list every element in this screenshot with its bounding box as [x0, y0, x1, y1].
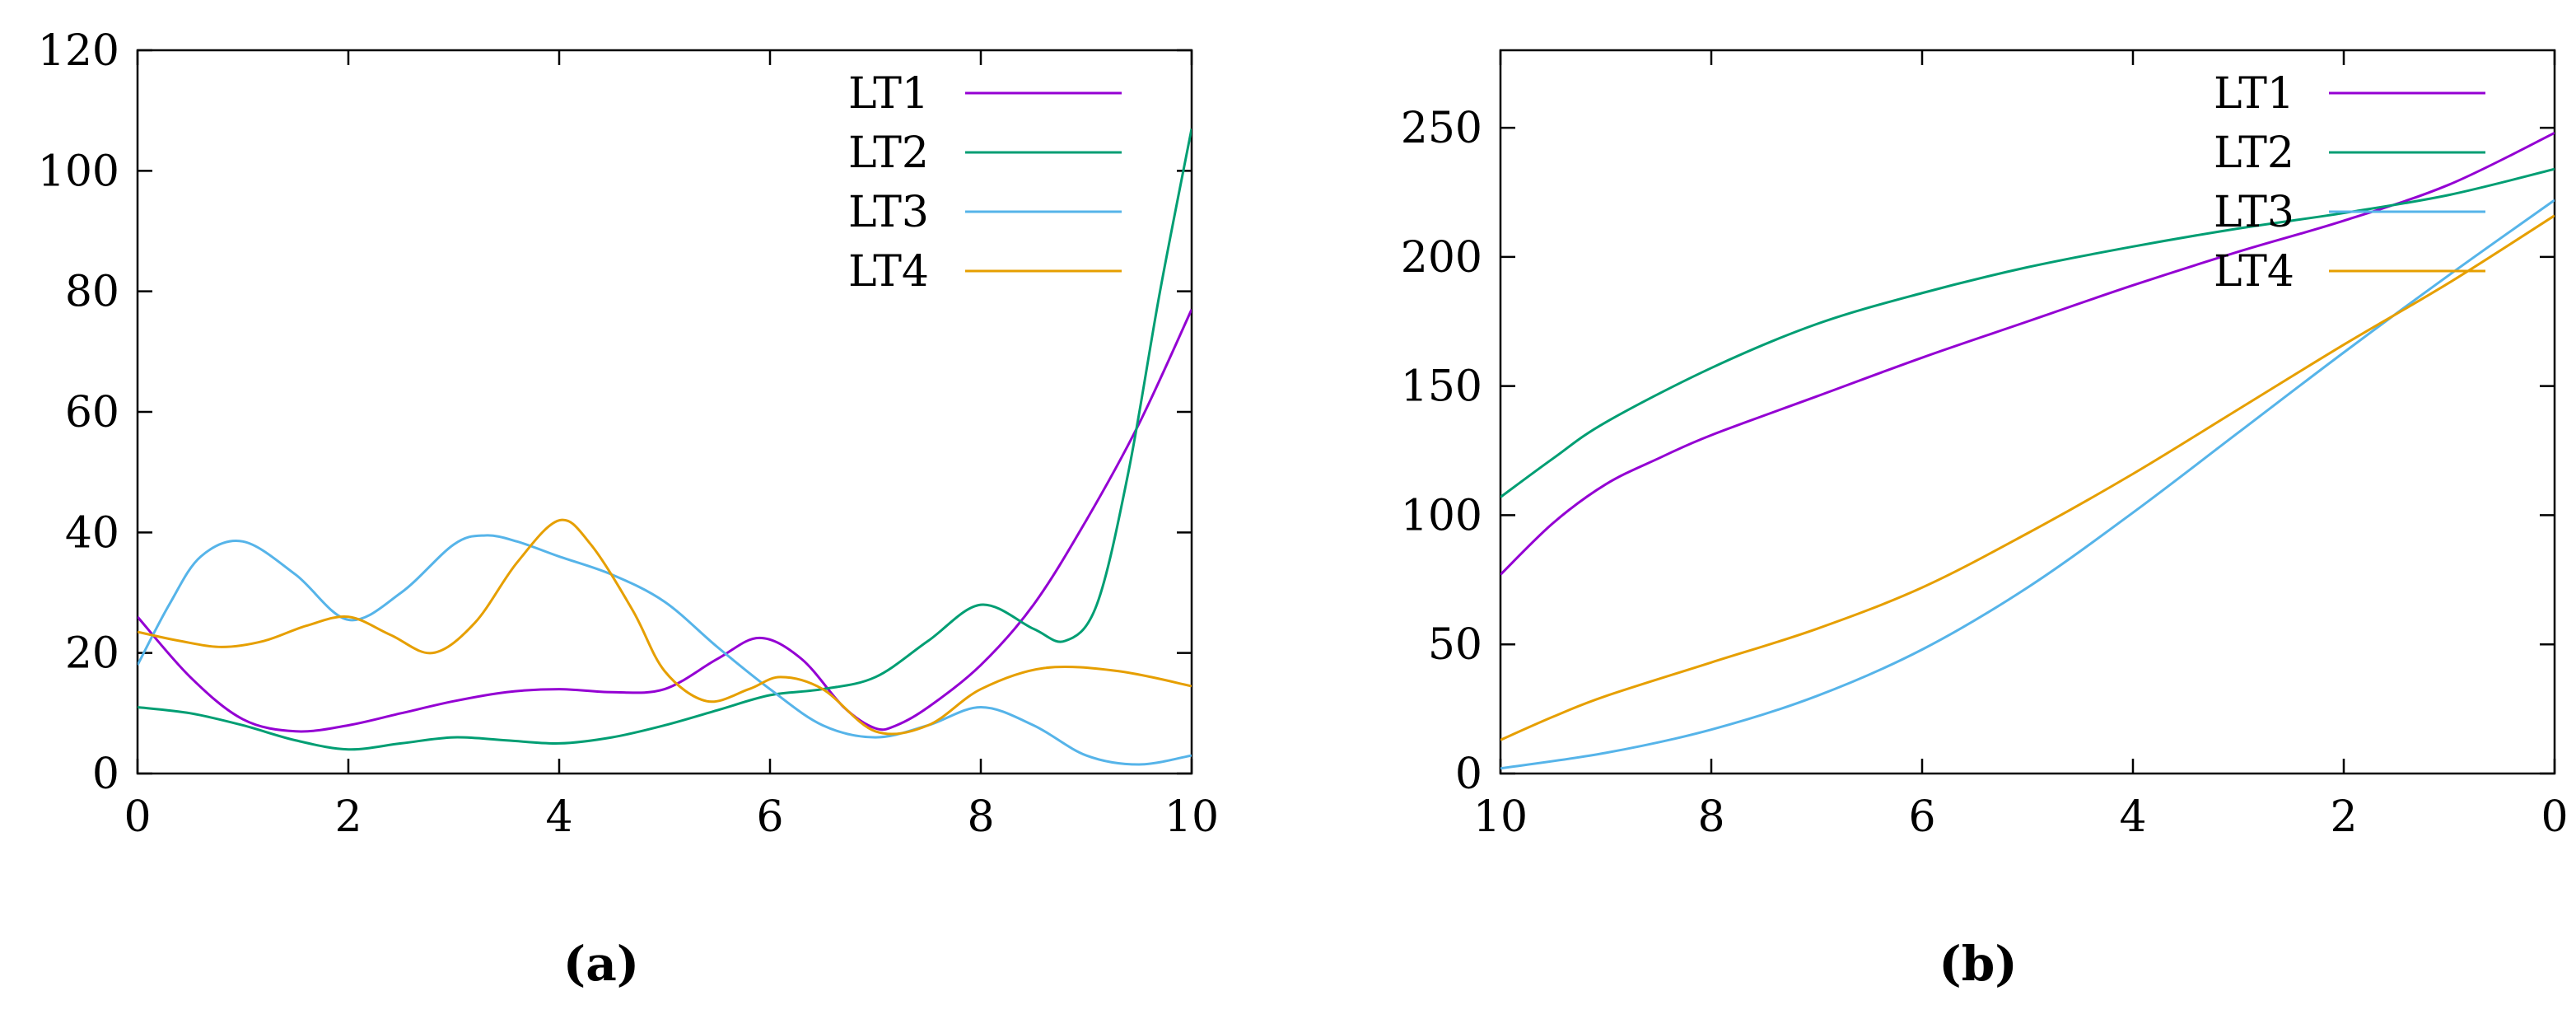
y-tick-label: 0	[92, 750, 119, 799]
legend-label: LT2	[2214, 129, 2294, 178]
y-tick-label: 100	[1401, 491, 1482, 540]
x-tick-label: 0	[124, 792, 151, 842]
series-line-lt4	[1500, 214, 2555, 741]
y-axis: 0 50 100 150 200 250	[1401, 104, 2555, 799]
x-tick-label: 0	[2541, 792, 2568, 842]
series-line-lt3	[1500, 199, 2555, 770]
y-tick-label: 120	[38, 26, 119, 76]
x-tick-label: 8	[967, 792, 994, 842]
plot-frame	[136, 49, 1193, 775]
series-line-lt3	[138, 534, 1192, 766]
series-line-lt1	[1500, 131, 2555, 576]
y-tick-label: 100	[38, 147, 119, 196]
y-tick-label: 250	[1401, 104, 1482, 153]
legend: LT1 LT2 LT3 LT4	[2214, 69, 2485, 297]
legend: LT1 LT2 LT3 LT4	[848, 69, 1122, 297]
plot-frame	[1499, 49, 2556, 775]
x-tick-label: 8	[1697, 792, 1724, 842]
x-axis: 10 8 6 4 2 0	[1473, 50, 2569, 842]
x-tick-label: 6	[756, 792, 783, 842]
panel-label: (a)	[563, 936, 639, 992]
legend-label: LT4	[848, 247, 929, 297]
y-tick-label: 80	[65, 268, 119, 317]
y-tick-label: 20	[65, 629, 119, 679]
y-tick-label: 50	[1428, 620, 1482, 670]
y-tick-label: 150	[1401, 362, 1482, 412]
series-line-lt2	[1500, 167, 2555, 498]
panel-label: (b)	[1939, 936, 2017, 992]
x-tick-label: 10	[1164, 792, 1219, 842]
legend-label: LT4	[2214, 247, 2294, 297]
y-tick-label: 60	[65, 388, 119, 437]
legend-label: LT1	[848, 69, 929, 119]
x-tick-label: 6	[1908, 792, 1935, 842]
legend-label: LT1	[2214, 69, 2294, 119]
x-tick-label: 4	[2119, 792, 2146, 842]
x-tick-label: 10	[1473, 792, 1528, 842]
x-tick-label: 4	[545, 792, 572, 842]
y-axis: 0 20 40 60 80 100 120	[38, 26, 1192, 799]
legend-label: LT3	[848, 188, 929, 237]
y-tick-label: 0	[1455, 750, 1482, 799]
x-axis: 0 2 4 6 8 10	[124, 50, 1219, 842]
series-line-lt1	[138, 308, 1192, 733]
y-tick-label: 200	[1401, 233, 1482, 283]
y-tick-label: 40	[65, 508, 119, 558]
series-line-lt2	[138, 128, 1192, 751]
x-tick-label: 2	[2330, 792, 2357, 842]
legend-label: LT3	[2214, 188, 2294, 237]
x-tick-label: 2	[334, 792, 362, 842]
legend-label: LT2	[848, 129, 929, 178]
series-line-lt4	[138, 518, 1192, 736]
